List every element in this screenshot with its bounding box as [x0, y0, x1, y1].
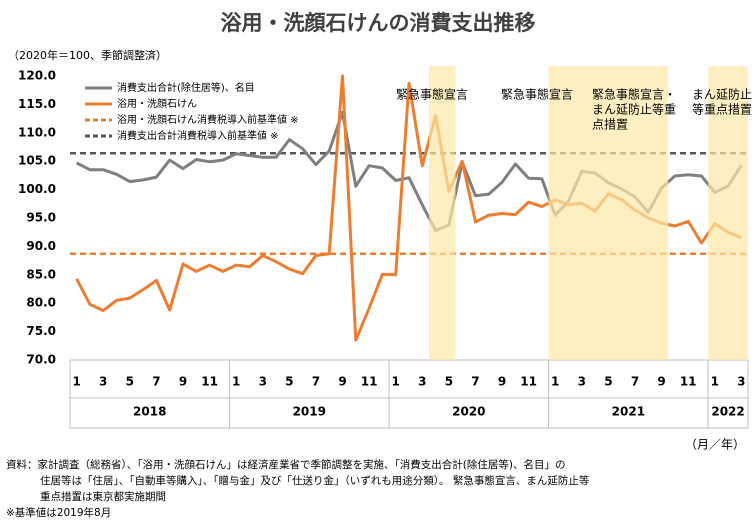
note: 資料：家計調査（総務省）、「浴用・洗顔石けん」は経済産業省で季節調整を実施、「消… [6, 458, 565, 471]
x-tick-label: 1 [232, 375, 240, 389]
period-label: 緊急事態宣言・ [592, 87, 676, 102]
legend-label: 浴用・洗顔石けん [117, 97, 197, 110]
x-tick-label: 11 [361, 375, 378, 389]
y-tick-label: 105.0 [18, 154, 56, 168]
y-tick-label: 80.0 [26, 296, 56, 310]
y-tick-label: 100.0 [18, 182, 56, 196]
x-tick-label: 1 [392, 375, 400, 389]
period-label: まん延防止 [692, 87, 752, 102]
x-tick-label: 9 [338, 375, 346, 389]
legend-label: 消費支出合計消費税導入前基準値 ※ [117, 129, 279, 142]
y-tick-label: 115.0 [18, 97, 56, 111]
subtitle: （2020年＝100、季節調整済） [8, 48, 167, 62]
year-label: 2019 [293, 405, 326, 419]
period-band [428, 66, 456, 360]
note: 重点措置は東京都実施期間 [40, 490, 166, 503]
x-tick-label: 9 [498, 375, 506, 389]
period-band [708, 66, 748, 360]
y-tick-label: 90.0 [26, 239, 56, 253]
period-label: まん延防止等重 [592, 102, 676, 117]
x-tick-label: 1 [711, 375, 719, 389]
year-label: 2021 [612, 405, 645, 419]
x-tick-label: 5 [285, 375, 293, 389]
y-tick-label: 85.0 [26, 267, 56, 281]
y-tick-label: 110.0 [18, 125, 56, 139]
x-tick-label: 7 [631, 375, 639, 389]
year-label: 2020 [452, 405, 485, 419]
period-label: 緊急事態宣言 [396, 87, 468, 102]
period-label: 等重点措置 [692, 103, 752, 117]
x-tick-label: 11 [520, 375, 537, 389]
period-label: 点措置 [592, 118, 628, 132]
y-tick-label: 70.0 [26, 353, 56, 367]
x-tick-label: 5 [126, 375, 134, 389]
x-tick-label: 7 [471, 375, 479, 389]
year-label: 2022 [711, 405, 744, 419]
x-tick-label: 3 [259, 375, 267, 389]
y-tick-label: 95.0 [26, 211, 56, 225]
period-label: 緊急事態宣言 [501, 87, 573, 102]
x-tick-label: 7 [152, 375, 160, 389]
x-tick-label: 11 [201, 375, 218, 389]
legend-label: 浴用・洗顔石けん消費税導入前基準値 ※ [117, 113, 299, 126]
y-tick-label: 75.0 [26, 324, 56, 338]
x-tick-label: 7 [312, 375, 320, 389]
x-unit: （月／年） [685, 438, 745, 452]
y-tick-label: 120.0 [18, 69, 56, 83]
x-tick-label: 5 [445, 375, 453, 389]
period-band [548, 66, 589, 360]
note: ※基準値は2019年8月 [6, 506, 111, 519]
chart-title: 浴用・洗顔石けんの消費支出推移 [221, 11, 536, 35]
x-tick-label: 1 [72, 375, 80, 389]
year-label: 2018 [133, 405, 166, 419]
x-tick-label: 1 [551, 375, 559, 389]
x-tick-label: 5 [604, 375, 612, 389]
period-band [588, 66, 669, 360]
legend-label: 消費支出合計(除住居等)、名目 [117, 81, 255, 94]
x-tick-label: 3 [99, 375, 107, 389]
x-tick-label: 3 [737, 375, 745, 389]
x-tick-label: 3 [578, 375, 586, 389]
note: 住居等は「住居」、「自動車等購入」、「贈与金」及び「仕送り金」（いずれも用途分類… [40, 474, 590, 487]
x-tick-label: 9 [179, 375, 187, 389]
x-tick-label: 11 [680, 375, 697, 389]
x-tick-label: 3 [418, 375, 426, 389]
x-tick-label: 9 [657, 375, 665, 389]
